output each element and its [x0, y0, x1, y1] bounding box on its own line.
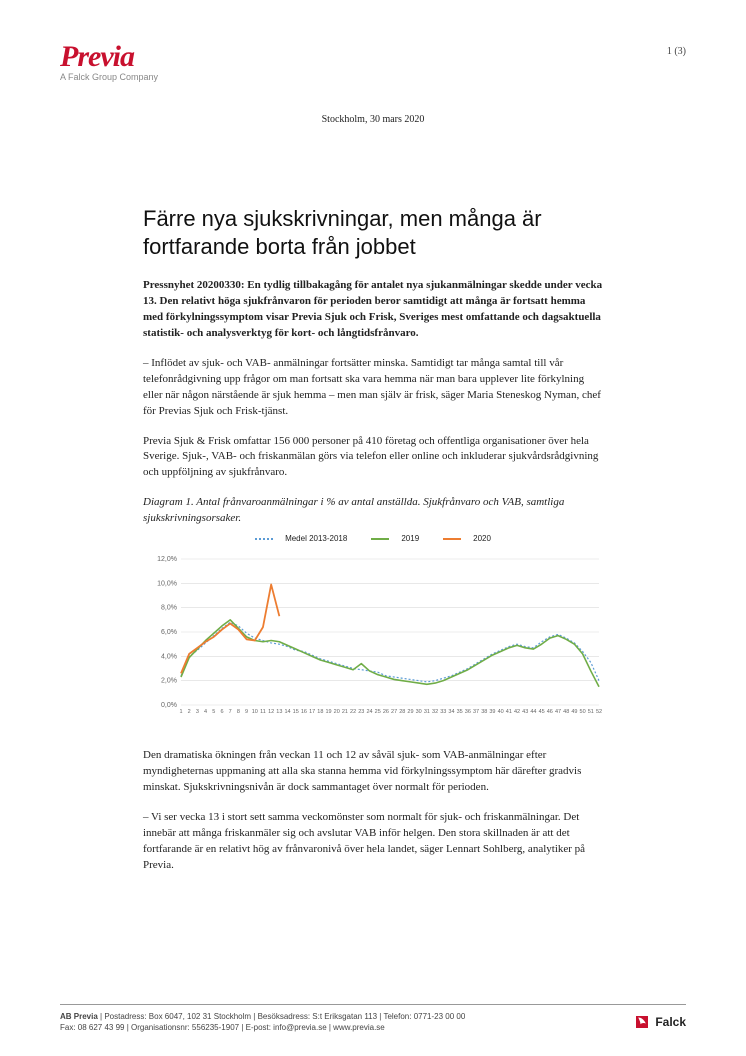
legend-label: 2020 — [473, 534, 491, 543]
svg-text:15: 15 — [293, 709, 299, 715]
svg-text:22: 22 — [350, 709, 356, 715]
brand-name: Previa — [60, 40, 158, 74]
svg-text:48: 48 — [563, 709, 569, 715]
svg-text:44: 44 — [530, 709, 536, 715]
svg-text:10,0%: 10,0% — [157, 580, 177, 587]
svg-text:51: 51 — [588, 709, 594, 715]
svg-text:27: 27 — [391, 709, 397, 715]
page-footer: AB Previa | Postadress: Box 6047, 102 31… — [60, 1004, 686, 1034]
footer-company: AB Previa — [60, 1012, 98, 1021]
svg-text:31: 31 — [424, 709, 430, 715]
page-number: 1 (3) — [667, 46, 686, 57]
chart-legend: Medel 2013-2018 2019 2020 — [143, 534, 603, 543]
svg-text:4: 4 — [204, 709, 207, 715]
svg-text:25: 25 — [375, 709, 381, 715]
svg-text:37: 37 — [473, 709, 479, 715]
svg-text:29: 29 — [407, 709, 413, 715]
svg-text:35: 35 — [457, 709, 463, 715]
svg-text:6: 6 — [220, 709, 223, 715]
svg-text:49: 49 — [571, 709, 577, 715]
legend-label: Medel 2013-2018 — [285, 534, 347, 543]
falck-logo: Falck — [633, 1013, 686, 1031]
brand-tagline: A Falck Group Company — [60, 72, 158, 82]
svg-text:24: 24 — [366, 709, 372, 715]
article-body: Färre nya sjukskrivningar, men många är … — [143, 205, 603, 874]
svg-text:41: 41 — [506, 709, 512, 715]
paragraph-4: – Vi ser vecka 13 i stort sett samma vec… — [143, 810, 603, 874]
falck-bird-icon — [633, 1013, 651, 1031]
svg-text:8,0%: 8,0% — [161, 605, 177, 612]
chart-svg: 0,0%2,0%4,0%6,0%8,0%10,0%12,0%1234567891… — [143, 545, 603, 725]
svg-text:23: 23 — [358, 709, 364, 715]
svg-text:0,0%: 0,0% — [161, 702, 177, 709]
svg-text:21: 21 — [342, 709, 348, 715]
svg-text:30: 30 — [416, 709, 422, 715]
svg-text:17: 17 — [309, 709, 315, 715]
svg-text:18: 18 — [317, 709, 323, 715]
footer-line1: | Postadress: Box 6047, 102 31 Stockholm… — [98, 1012, 466, 1021]
svg-text:28: 28 — [399, 709, 405, 715]
falck-text: Falck — [655, 1015, 686, 1029]
svg-text:43: 43 — [522, 709, 528, 715]
svg-text:3: 3 — [196, 709, 199, 715]
svg-text:38: 38 — [481, 709, 487, 715]
paragraph-1: – Inflödet av sjuk- och VAB- anmälningar… — [143, 356, 603, 420]
svg-text:20: 20 — [334, 709, 340, 715]
legend-item: 2019 — [365, 534, 425, 543]
svg-text:52: 52 — [596, 709, 602, 715]
legend-swatch — [443, 538, 461, 540]
svg-text:6,0%: 6,0% — [161, 629, 177, 636]
footer-text: AB Previa | Postadress: Box 6047, 102 31… — [60, 1011, 465, 1034]
svg-text:33: 33 — [440, 709, 446, 715]
svg-text:8: 8 — [237, 709, 240, 715]
svg-text:47: 47 — [555, 709, 561, 715]
svg-text:13: 13 — [276, 709, 282, 715]
svg-text:4,0%: 4,0% — [161, 653, 177, 660]
svg-text:12,0%: 12,0% — [157, 556, 177, 563]
paragraph-2: Previa Sjuk & Frisk omfattar 156 000 per… — [143, 434, 603, 482]
svg-text:1: 1 — [179, 709, 182, 715]
legend-swatch — [255, 538, 273, 540]
svg-text:46: 46 — [547, 709, 553, 715]
svg-text:42: 42 — [514, 709, 520, 715]
legend-label: 2019 — [401, 534, 419, 543]
legend-item: Medel 2013-2018 — [249, 534, 353, 543]
legend-item: 2020 — [437, 534, 497, 543]
svg-text:40: 40 — [498, 709, 504, 715]
svg-text:12: 12 — [268, 709, 274, 715]
svg-text:50: 50 — [580, 709, 586, 715]
svg-text:16: 16 — [301, 709, 307, 715]
svg-text:32: 32 — [432, 709, 438, 715]
dateline: Stockholm, 30 mars 2020 — [60, 114, 686, 125]
svg-text:9: 9 — [245, 709, 248, 715]
svg-text:7: 7 — [229, 709, 232, 715]
svg-text:39: 39 — [489, 709, 495, 715]
svg-text:36: 36 — [465, 709, 471, 715]
svg-text:5: 5 — [212, 709, 215, 715]
svg-text:2,0%: 2,0% — [161, 678, 177, 685]
svg-text:19: 19 — [325, 709, 331, 715]
svg-text:14: 14 — [284, 709, 290, 715]
svg-text:10: 10 — [252, 709, 258, 715]
svg-text:26: 26 — [383, 709, 389, 715]
lead-paragraph: Pressnyhet 20200330: En tydlig tillbakag… — [143, 278, 603, 342]
svg-text:2: 2 — [188, 709, 191, 715]
svg-text:11: 11 — [260, 709, 266, 715]
page-title: Färre nya sjukskrivningar, men många är … — [143, 205, 603, 260]
brand-logo: Previa A Falck Group Company — [60, 40, 158, 82]
svg-text:34: 34 — [448, 709, 454, 715]
paragraph-3: Den dramatiska ökningen från veckan 11 o… — [143, 748, 603, 796]
chart-caption: Diagram 1. Antal frånvaroanmälningar i %… — [143, 495, 603, 526]
svg-text:45: 45 — [539, 709, 545, 715]
absence-chart: Medel 2013-201820192020 0,0%2,0%4,0%6,0%… — [143, 534, 603, 730]
footer-line2: Fax: 08 627 43 99 | Organisationsnr: 556… — [60, 1022, 465, 1034]
legend-swatch — [371, 538, 389, 540]
